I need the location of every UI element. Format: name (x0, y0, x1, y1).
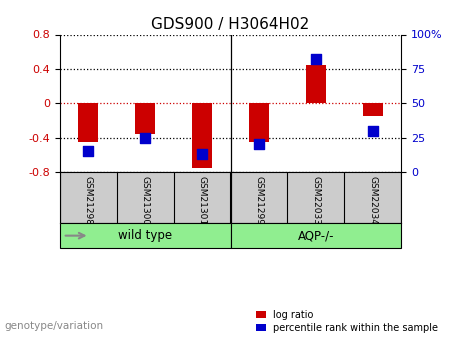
Text: GSM21298: GSM21298 (84, 176, 93, 225)
Text: wild type: wild type (118, 229, 172, 242)
Text: AQP-/-: AQP-/- (297, 229, 334, 242)
Bar (306, 65, 326, 103)
Bar (249, 103, 269, 142)
Bar (230, 223, 401, 248)
Text: GSM21299: GSM21299 (254, 176, 263, 225)
Text: GSM22034: GSM22034 (368, 176, 377, 225)
Point (312, 57, 319, 62)
Text: GSM21301: GSM21301 (198, 176, 207, 225)
Point (85, 148, 92, 154)
Legend: log ratio, percentile rank within the sample: log ratio, percentile rank within the sa… (252, 306, 442, 337)
Bar (78, 103, 98, 142)
Bar (192, 103, 212, 168)
Point (198, 151, 206, 157)
Text: GSM21300: GSM21300 (141, 176, 150, 225)
Point (369, 128, 376, 134)
Bar (135, 103, 155, 134)
Text: GSM22033: GSM22033 (311, 176, 320, 225)
Text: genotype/variation: genotype/variation (5, 321, 104, 331)
Title: GDS900 / H3064H02: GDS900 / H3064H02 (151, 17, 310, 32)
Bar (60, 223, 230, 248)
Bar (363, 103, 383, 116)
Point (142, 135, 149, 140)
Point (255, 142, 263, 147)
